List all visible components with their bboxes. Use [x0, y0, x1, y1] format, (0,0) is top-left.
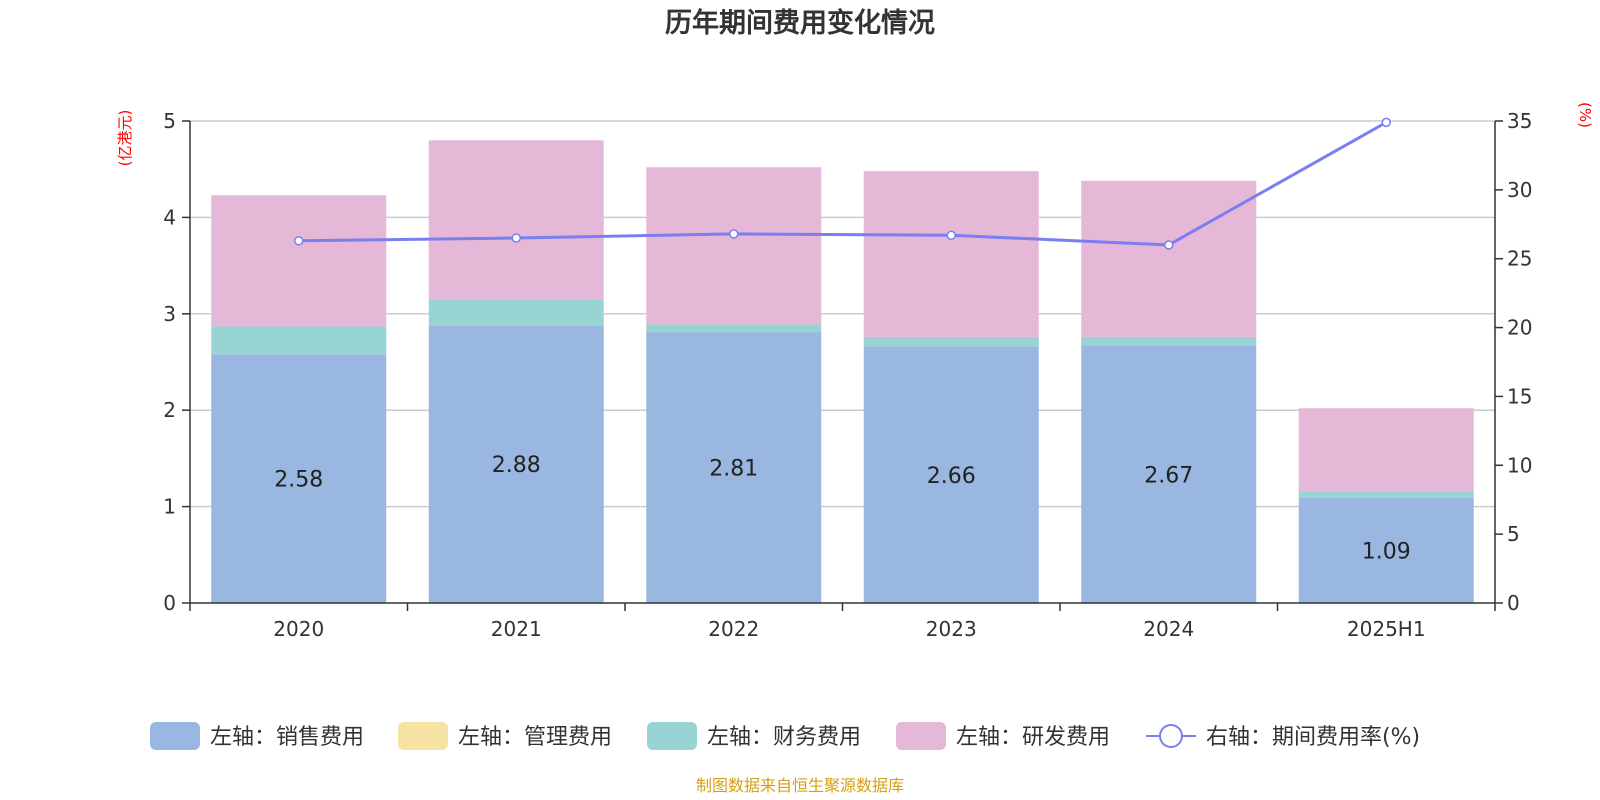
rate-point: [1381, 117, 1391, 128]
bar-value-label: 1.09: [1362, 539, 1411, 564]
x-axis-tick-label: 2020: [273, 617, 324, 641]
bar-segment: [428, 299, 604, 326]
legend-label: 右轴：期间费用率(%): [1206, 725, 1420, 750]
bar-segment: [428, 140, 604, 300]
bar-segment: [863, 336, 1039, 347]
rate-series-line: [298, 121, 1387, 247]
right-axis-tick-label: 20: [1507, 316, 1532, 340]
right-axis-tick-label: 25: [1507, 247, 1532, 271]
bar-segment: [646, 167, 822, 325]
bar-segment: [211, 195, 387, 327]
legend-swatch: [150, 722, 200, 750]
right-axis-tick-label: 10: [1507, 453, 1532, 477]
left-axis-unit-label: (亿港元): [116, 110, 134, 167]
bar-segment: [646, 332, 822, 603]
right-axis-tick-label: 35: [1507, 109, 1532, 133]
bar-value-label: 2.66: [927, 464, 976, 489]
grid-lines: [190, 120, 1495, 508]
legend-label: 左轴：销售费用: [210, 725, 364, 750]
right-axis-tick-label: 30: [1507, 178, 1532, 202]
bar-segment: [1298, 491, 1474, 498]
legend[interactable]: 左轴：销售费用 左轴：管理费用 左轴：财务费用 左轴：研发费用 右轴：期间费用率(%): [150, 722, 1420, 750]
legend-label: 左轴：管理费用: [458, 725, 612, 750]
bars: 2.58 2.88 2.81 2.66 2.67 1.09: [211, 140, 1474, 603]
bar-value-label: 2.67: [1144, 463, 1193, 488]
legend-swatch: [398, 722, 448, 750]
left-axis-tick-label: 0: [163, 591, 176, 615]
bar-segment: [211, 354, 387, 603]
bar-segment: [1081, 345, 1257, 603]
legend-swatch: [647, 722, 697, 750]
legend-label: 左轴：财务费用: [707, 725, 861, 750]
x-axis-tick-label: 2023: [926, 617, 977, 641]
bar-segment: [646, 324, 822, 333]
legend-label: 左轴：研发费用: [956, 725, 1110, 750]
x-axis-tick-label: 2024: [1143, 617, 1194, 641]
right-axis-tick-label: 5: [1507, 522, 1520, 546]
left-axis-tick-label: 3: [163, 302, 176, 326]
bar-segment: [863, 171, 1039, 337]
chart-title: 历年期间费用变化情况: [665, 7, 935, 39]
left-axis-tick-label: 1: [163, 495, 176, 519]
bar-value-label: 2.58: [274, 468, 323, 493]
bar-value-label: 2.88: [492, 453, 541, 478]
right-axis-tick-label: 15: [1507, 384, 1532, 408]
bar-value-label: 2.81: [709, 457, 758, 482]
left-axis-tick-label: 2: [163, 398, 176, 422]
bar-segment: [1298, 497, 1474, 603]
rate-point: [729, 229, 739, 239]
rate-point: [946, 230, 956, 241]
x-axis-tick-label: 2025H1: [1347, 617, 1426, 641]
legend-swatch: [896, 722, 946, 750]
rate-line: [294, 117, 1391, 250]
right-axis-unit-label: (%): [1576, 102, 1594, 128]
bar-segment: [1081, 180, 1257, 337]
x-axis-tick-label: 2021: [491, 617, 542, 641]
left-axis-tick-label: 5: [163, 109, 176, 133]
right-axis-tick-label: 0: [1507, 591, 1520, 615]
rate-point: [1164, 240, 1174, 250]
legend-marker-icon: [1159, 724, 1183, 748]
axes: 0 1 2 3 4 5 0 5 10 15 20 25 30 35 2020 2021 2022 2023 2024…: [163, 109, 1532, 641]
bar-segment: [1081, 336, 1257, 346]
bar-segment: [211, 326, 387, 355]
bar-segment: [863, 346, 1039, 603]
rate-point: [511, 233, 521, 243]
rate-point: [294, 236, 304, 246]
bar-segment: [428, 325, 604, 603]
bar-segment: [1298, 408, 1474, 492]
x-axis-tick-label: 2022: [708, 617, 759, 641]
left-axis-tick-label: 4: [163, 205, 176, 229]
source-note: 制图数据来自恒生聚源数据库: [696, 776, 904, 795]
